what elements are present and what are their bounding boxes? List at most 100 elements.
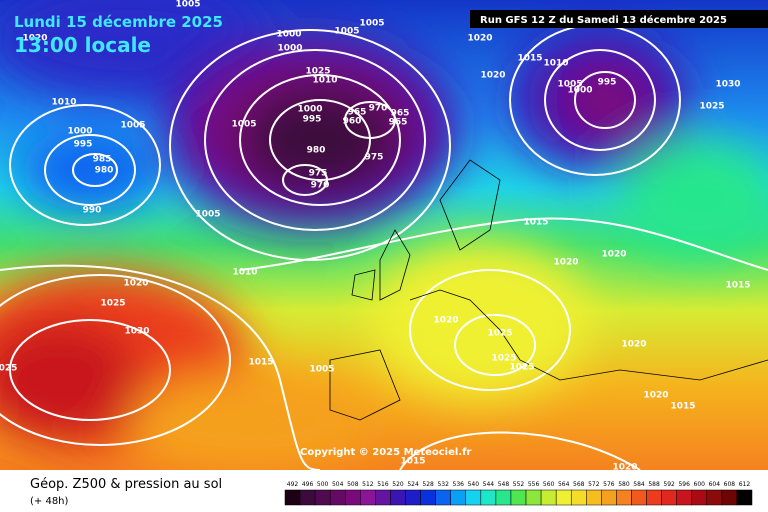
color-cell (480, 489, 497, 506)
color-label: 500 (317, 481, 329, 488)
color-label: 536 (453, 481, 465, 488)
isobar-label: 980 (95, 166, 114, 176)
isobar-label: 1015 (670, 402, 695, 412)
isobar-label: 1020 (22, 34, 47, 44)
color-label: 532 (437, 481, 449, 488)
color-label: 584 (633, 481, 645, 488)
run-info: Run GFS 12 Z du Samedi 13 décembre 2025 (480, 14, 727, 26)
color-cell (450, 489, 467, 506)
isobar-label: 960 (343, 117, 362, 127)
color-cell (706, 489, 723, 506)
color-cell (299, 489, 316, 506)
color-label: 552 (513, 481, 525, 488)
isobar-label: 1020 (123, 279, 148, 289)
legend-title: Géop. Z500 & pression au sol (30, 477, 222, 492)
color-label: 492 (287, 481, 299, 488)
isobar-label: 1020 (621, 340, 646, 350)
color-cell (676, 489, 692, 506)
lead-time: (+ 48h) (30, 496, 69, 507)
copyright: Copyright © 2025 Meteociel.fr (300, 447, 471, 458)
isobar-label: 1015 (517, 54, 542, 64)
color-label: 520 (392, 481, 404, 488)
run-box (470, 10, 768, 28)
color-label: 544 (483, 481, 495, 488)
isobar-label: 1005 (557, 80, 582, 90)
color-cell (420, 489, 436, 506)
isobar-label: 1005 (309, 365, 334, 375)
isobar-label: 1020 (433, 316, 458, 326)
isobar-label: 1005 (195, 210, 220, 220)
color-cell (540, 489, 557, 506)
color-label: 560 (543, 481, 555, 488)
isobar-label: 990 (83, 206, 102, 216)
colorbar: 492 496 500 504 508 512 516 520 524 528 532 536 540 5… (284, 481, 753, 506)
date: Lundi 15 décembre 2025 (14, 13, 223, 31)
color-label: 496 (302, 481, 314, 488)
isobar-label: 1025 (491, 354, 516, 364)
isobar-label: 1020 (553, 258, 578, 268)
color-cell (631, 489, 647, 506)
isobar-label: 1020 (643, 391, 668, 401)
color-label: 612 (739, 481, 751, 488)
isobar-label: 1005 (120, 121, 145, 131)
isobar-label: 1025 (509, 363, 534, 373)
time: 13:00 locale (14, 33, 151, 57)
isobar-label: 970 (369, 104, 388, 114)
isobar-label: 1015 (248, 358, 273, 368)
color-label: 508 (347, 481, 359, 488)
isobar-label: 1020 (601, 250, 626, 260)
color-label: 556 (528, 481, 540, 488)
color-label: 596 (678, 481, 690, 488)
color-label: 516 (377, 481, 389, 488)
isobar-label: 1015 (725, 281, 750, 291)
color-cell (314, 489, 331, 506)
color-cell (601, 489, 617, 506)
color-label: 548 (498, 481, 510, 488)
isobar-label: 1010 (51, 98, 76, 108)
isobar-label: 1000 (567, 86, 592, 96)
isobar-label: 1000 (67, 127, 92, 137)
isobar-label: 975 (309, 169, 328, 179)
isobar-label: 970 (311, 181, 330, 191)
color-cell (329, 489, 346, 506)
color-label: 600 (694, 481, 706, 488)
isobar-label: 965 (391, 109, 410, 119)
color-label: 592 (663, 481, 675, 488)
isobar-label: 980 (307, 146, 326, 156)
isobar-label: 1010 (232, 268, 257, 278)
color-label: 512 (362, 481, 374, 488)
color-cell (345, 489, 361, 506)
color-cell (570, 489, 587, 506)
isobar-label: 1005 (175, 0, 200, 10)
isobar-label: 025 (0, 364, 17, 374)
color-cell (390, 489, 406, 506)
color-cell (661, 489, 677, 506)
isobar-label: 1015 (523, 218, 548, 228)
isobar-label: 1025 (487, 329, 512, 339)
color-cell (691, 489, 708, 506)
color-cell (495, 489, 512, 506)
color-cell (284, 489, 301, 506)
color-cell (586, 489, 602, 506)
isobar-label: 1025 (305, 67, 330, 77)
color-cell (616, 489, 632, 506)
color-cell (465, 489, 482, 506)
isobar-label: 1030 (124, 327, 149, 337)
color-label: 564 (558, 481, 570, 488)
isobar-label: 975 (365, 153, 384, 163)
isobar-label: 965 (389, 118, 408, 128)
color-cell (721, 489, 738, 506)
color-label: 568 (573, 481, 585, 488)
color-cell (375, 489, 391, 506)
color-cell (435, 489, 451, 506)
isobar-label: 1015 (400, 457, 425, 467)
isobar-label: 995 (74, 140, 93, 150)
isobar-label: 1000 (297, 105, 322, 115)
color-cell (510, 489, 527, 506)
color-label: 608 (724, 481, 736, 488)
isobar-label: 1005 (231, 120, 256, 130)
color-cell (360, 489, 376, 506)
color-label: 604 (709, 481, 721, 488)
